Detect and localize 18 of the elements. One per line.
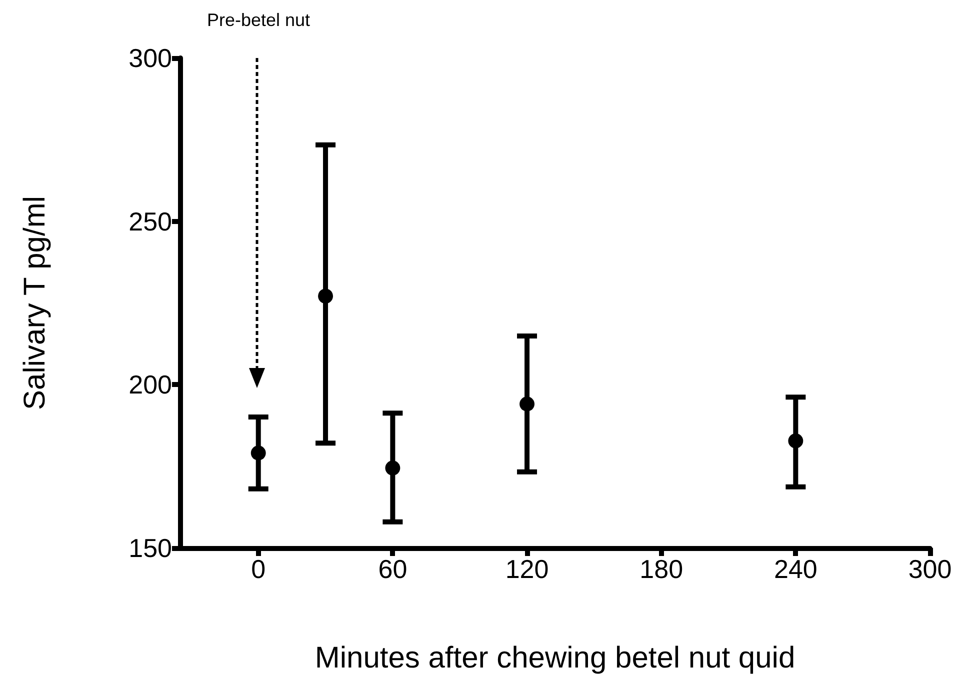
x-axis-title: Minutes after chewing betel nut quid xyxy=(314,642,796,674)
point xyxy=(385,460,400,476)
point xyxy=(520,396,535,412)
x-tick-label: 240 xyxy=(774,554,818,584)
x-tick-label: 0 xyxy=(251,554,266,584)
text: Pre-betel nut xyxy=(207,10,310,31)
x-tick-label: 120 xyxy=(505,554,549,584)
point xyxy=(318,288,334,304)
x-tick-label: 180 xyxy=(640,554,684,584)
point xyxy=(788,433,804,448)
x-tick-label: 300 xyxy=(908,554,952,584)
y-tick-label: 200 xyxy=(128,370,172,400)
y-tick-label: 250 xyxy=(128,206,172,236)
x-tick-label: 60 xyxy=(378,554,408,584)
y-tick-label: 150 xyxy=(128,533,172,563)
y-tick-label: 300 xyxy=(128,43,172,73)
point xyxy=(250,445,266,460)
y-axis-title: Salivary T pg/ml xyxy=(18,196,52,410)
